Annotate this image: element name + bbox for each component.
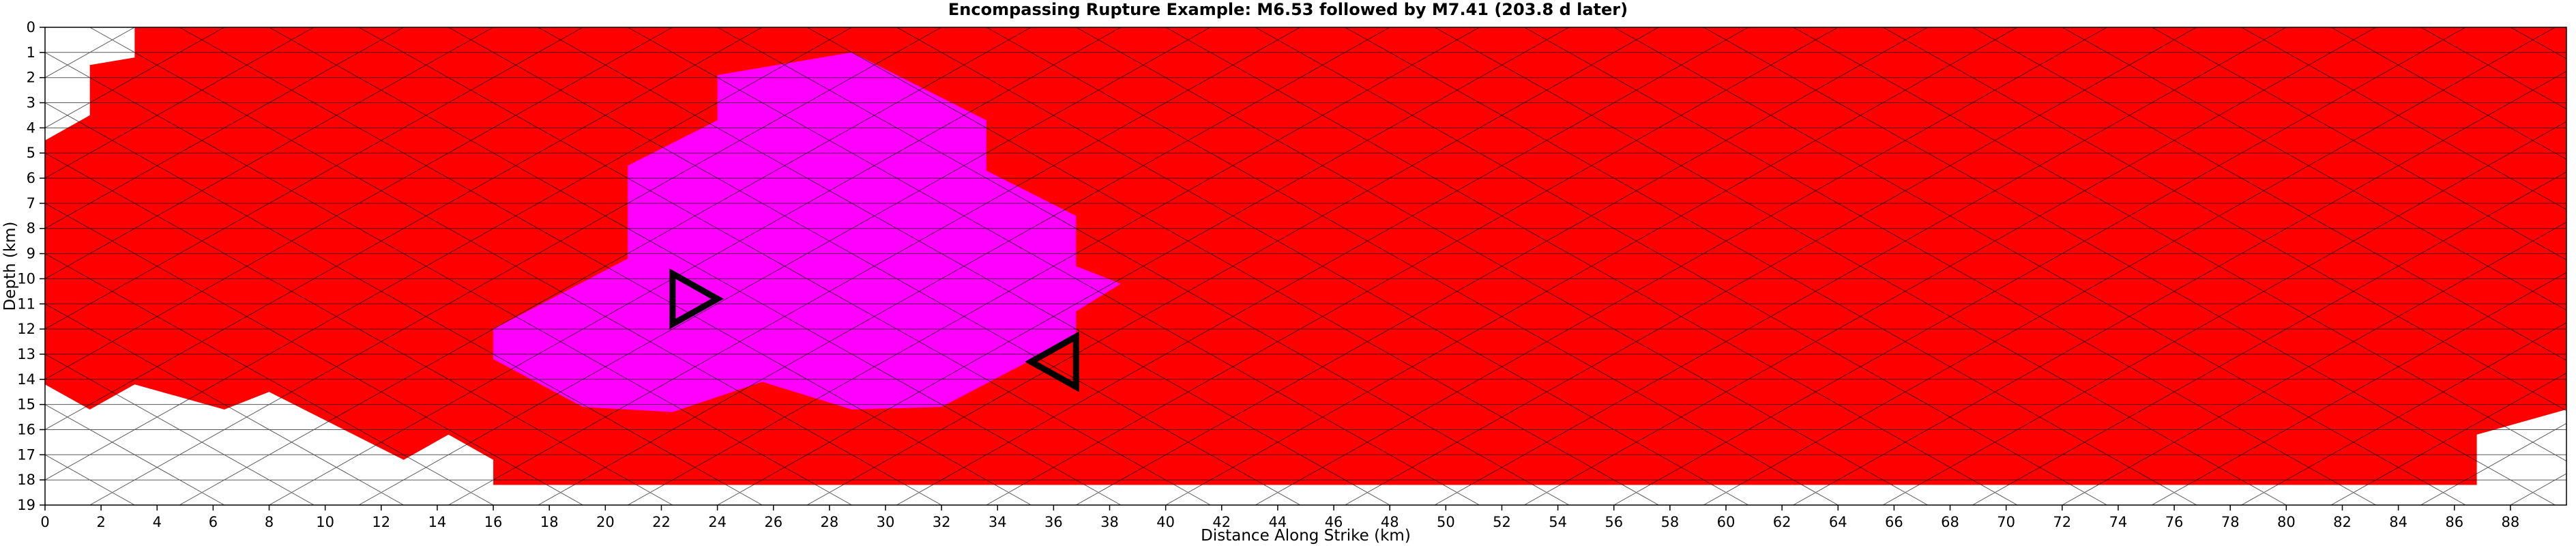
y-tick-label: 12 [17,321,35,337]
y-tick-label: 2 [27,70,35,86]
x-tick-label: 0 [40,514,49,530]
x-tick-label: 82 [2333,514,2352,530]
x-tick-label: 40 [1156,514,1175,530]
x-tick-label: 14 [428,514,447,530]
y-tick-label: 0 [27,19,35,35]
plot-frame [44,27,2567,506]
hypocenter-marker-2 [1025,331,1079,392]
y-tick-label: 18 [17,472,35,488]
y-tick-label: 9 [27,246,35,262]
x-tick-label: 30 [877,514,895,530]
x-tick-label: 76 [2165,514,2184,530]
x-tick-label: 4 [153,514,162,530]
x-tick-label: 36 [1044,514,1063,530]
y-tick-label: 1 [27,44,35,61]
x-tick-label: 34 [989,514,1007,530]
y-tick-label: 14 [17,371,35,388]
x-tick-label: 54 [1549,514,1567,530]
x-tick-label: 12 [372,514,390,530]
x-tick-label: 18 [540,514,559,530]
x-tick-label: 6 [209,514,218,530]
x-tick-label: 16 [484,514,503,530]
x-tick-label: 66 [1885,514,1903,530]
x-tick-label: 46 [1325,514,1343,530]
x-tick-label: 38 [1100,514,1119,530]
x-tick-label: 22 [652,514,671,530]
x-tick-label: 44 [1269,514,1287,530]
y-tick-label: 16 [17,421,35,437]
y-tick-label: 10 [17,270,35,287]
x-tick-label: 10 [316,514,334,530]
x-tick-label: 2 [96,514,105,530]
x-tick-label: 26 [764,514,782,530]
rupture-regions [45,27,2566,485]
x-axis-label: Distance Along Strike (km) [1201,527,1411,545]
y-tick-label: 6 [27,170,35,186]
x-tick-label: 28 [820,514,838,530]
y-tick-label: 17 [17,446,35,463]
x-tick-label: 58 [1660,514,1679,530]
x-tick-label: 48 [1381,514,1399,530]
x-tick-label: 56 [1605,514,1623,530]
x-tick-label: 72 [2053,514,2071,530]
x-tick-label: 60 [1717,514,1736,530]
x-tick-label: 88 [2501,514,2519,530]
x-tick-label: 70 [1997,514,2015,530]
x-tick-label: 78 [2221,514,2240,530]
hypocenter-markers [669,268,1079,392]
x-axis: 0 2 4 6 8 10 12 14 16 18 20 22 24 26 28 30 32 34 36 38 40 42 4… [40,505,2519,530]
x-tick-label: 68 [1941,514,1959,530]
x-tick-label: 84 [2389,514,2407,530]
x-tick-label: 62 [1773,514,1791,530]
x-tick-label: 64 [1829,514,1847,530]
first-rupture-patches [493,52,1121,412]
x-tick-label: 52 [1493,514,1511,530]
x-tick-label: 8 [265,514,274,530]
triangular-mesh [45,27,2566,505]
x-tick-label: 74 [2109,514,2128,530]
y-tick-label: 8 [27,220,35,237]
x-tick-label: 80 [2277,514,2296,530]
mesh-edges [45,27,2566,505]
x-tick-label: 32 [933,514,951,530]
y-axis-label: Depth (km) [1,221,19,311]
hypocenter-marker-1 [669,268,724,330]
y-tick-label: 4 [27,119,35,136]
x-tick-label: 20 [596,514,615,530]
chart-title: Encompassing Rupture Example: M6.53 foll… [948,0,1628,19]
y-tick-label: 7 [27,195,35,212]
encompassing-rupture-patches [45,27,2566,485]
x-tick-label: 86 [2445,514,2463,530]
y-tick-label: 3 [27,95,35,111]
y-tick-label: 11 [17,296,35,312]
x-tick-label: 50 [1437,514,1455,530]
y-tick-label: 15 [17,397,35,413]
x-tick-label: 24 [708,514,727,530]
y-tick-label: 19 [17,497,35,513]
y-tick-label: 13 [17,346,35,362]
x-tick-label: 42 [1212,514,1231,530]
y-tick-label: 5 [27,145,35,161]
